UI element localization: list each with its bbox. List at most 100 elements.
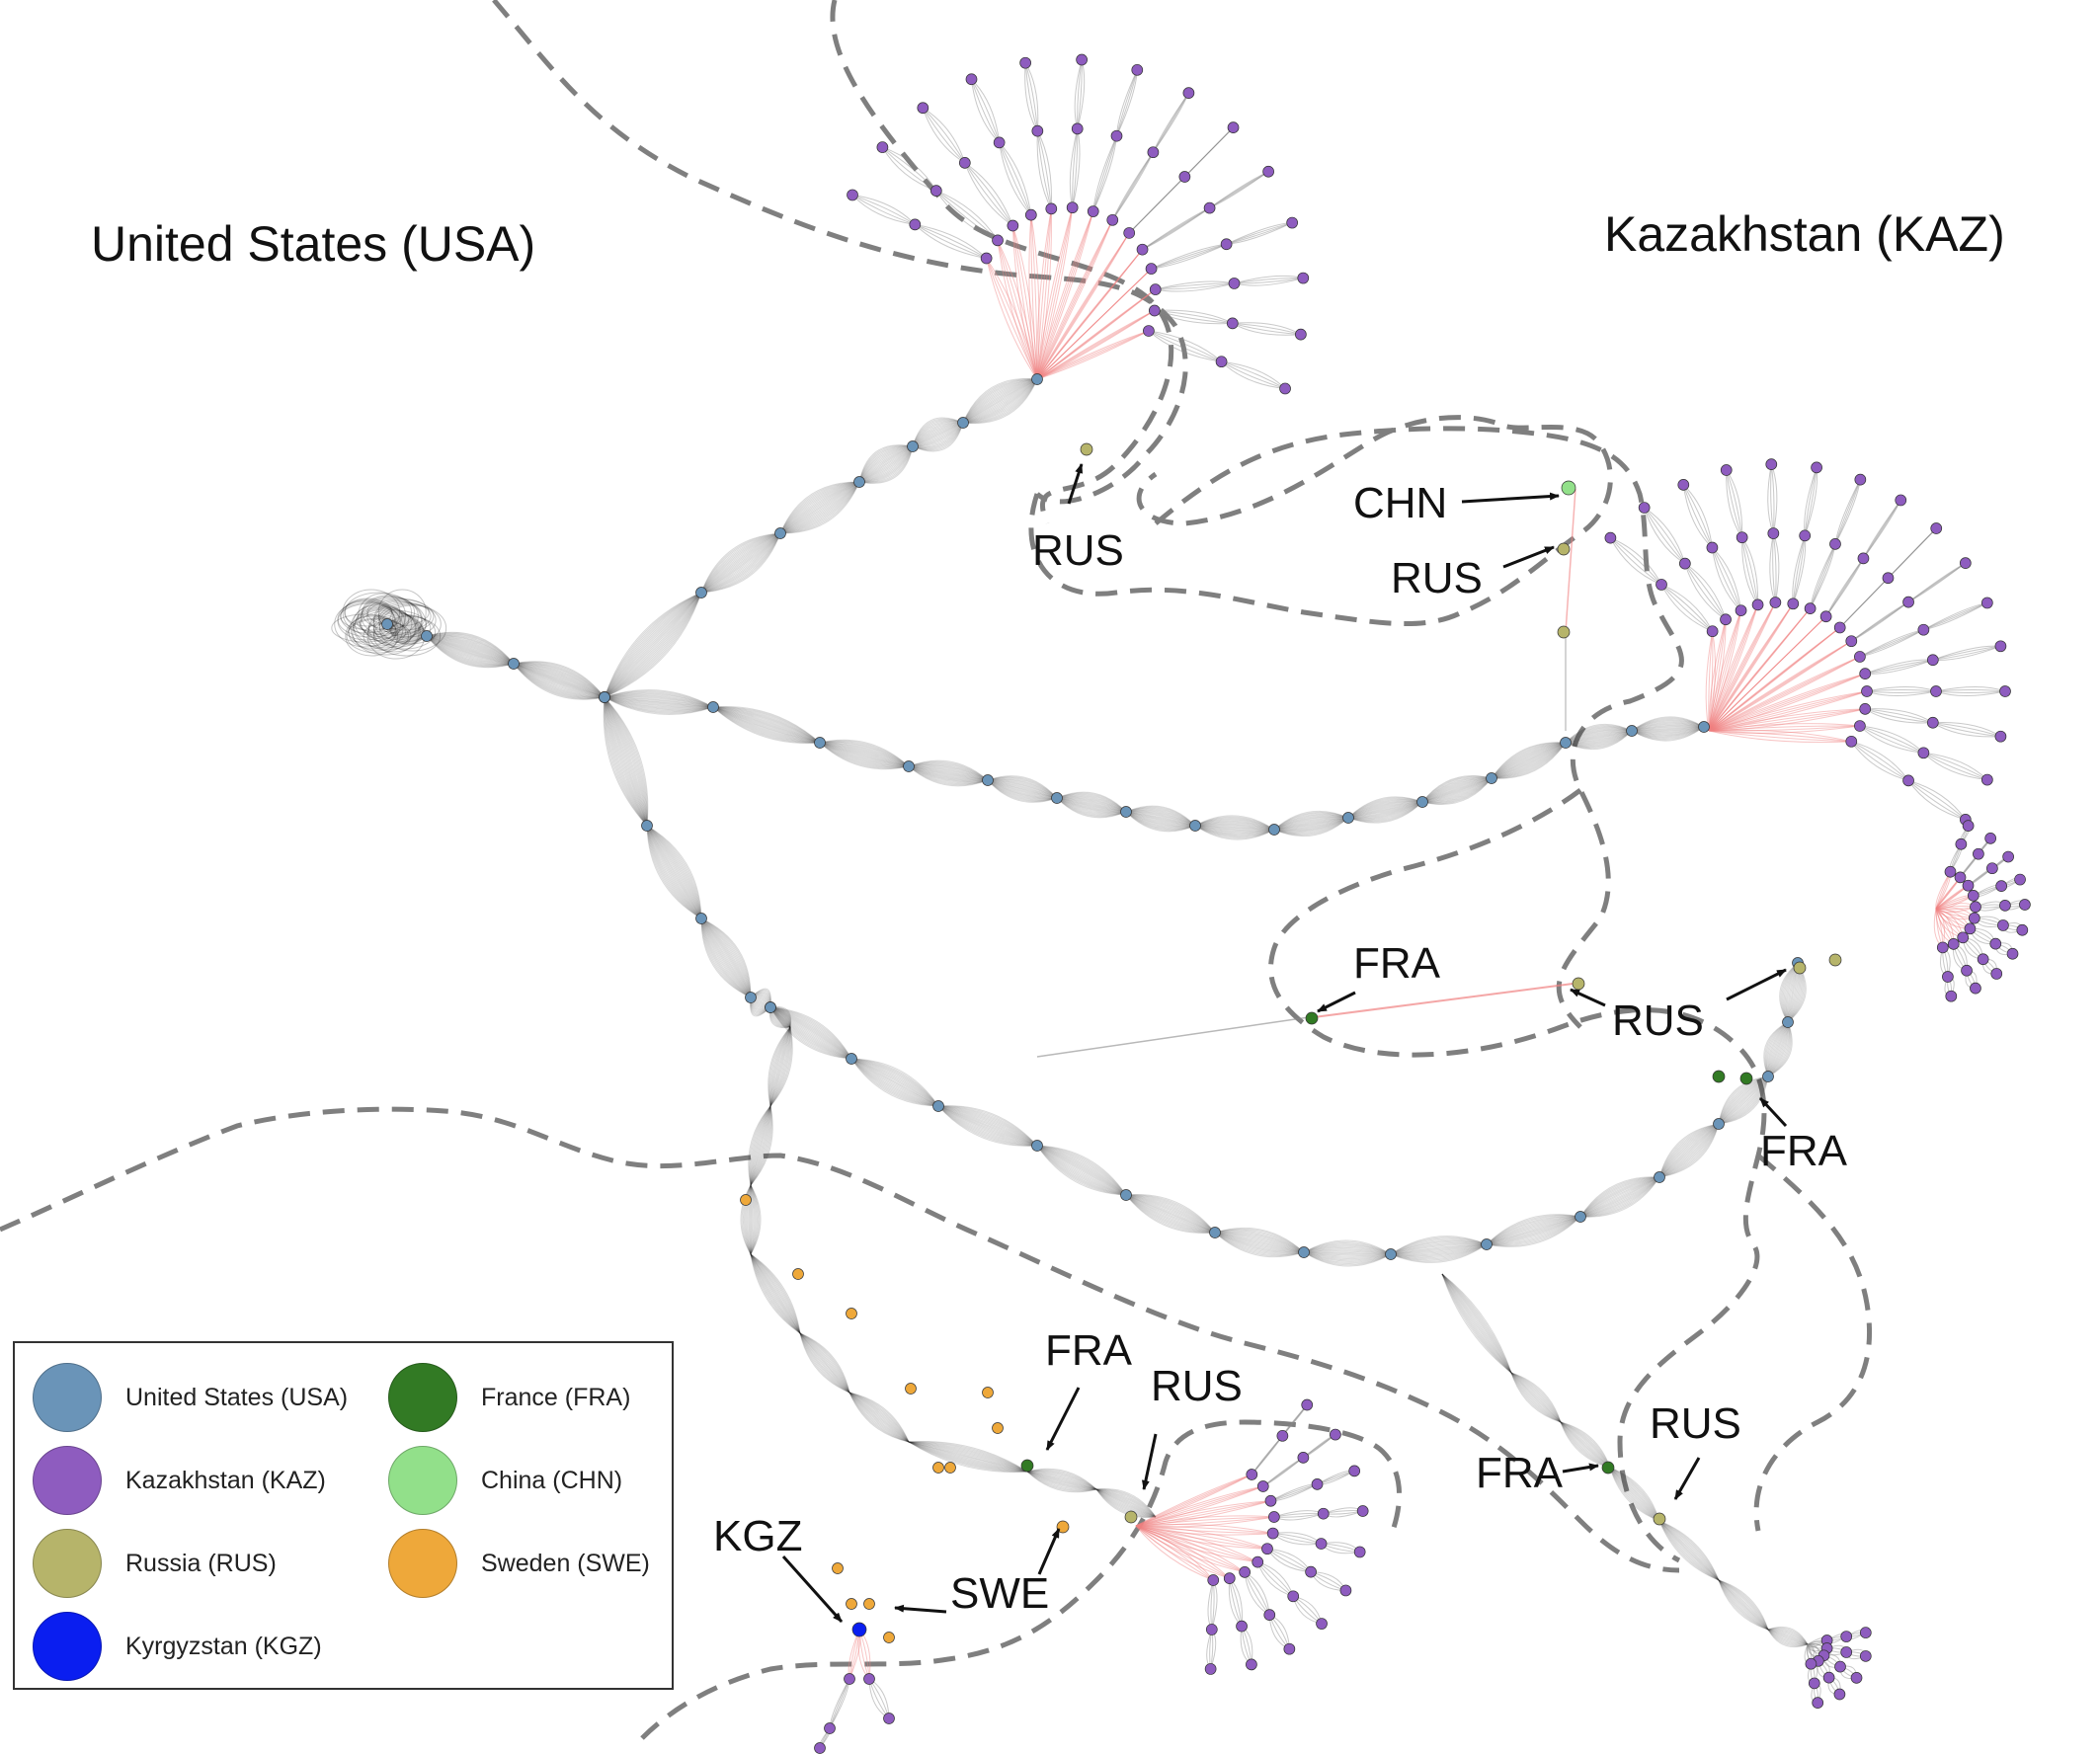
- usa-node: [1626, 725, 1638, 737]
- usa-arc-lower: [850, 1058, 939, 1107]
- legend-label-usa: United States (USA): [125, 1383, 349, 1411]
- sweden-branch: [740, 1184, 762, 1255]
- annotation-rus-bl: RUS: [1151, 1362, 1243, 1410]
- kaz-node: [1305, 1565, 1317, 1578]
- kaz-node: [1178, 171, 1191, 183]
- kaz-node: [1246, 1469, 1258, 1480]
- kaz-node: [1604, 531, 1617, 544]
- kaz-node: [1882, 572, 1895, 585]
- swe-node: [846, 1598, 857, 1610]
- kaz-node: [1071, 122, 1084, 135]
- kaz-node: [1977, 953, 1989, 966]
- kaz-node: [1850, 1672, 1863, 1684]
- kaz-node: [1819, 610, 1832, 623]
- kaz-node: [1123, 227, 1136, 239]
- kaz-node: [1930, 522, 1943, 534]
- kaz-node: [1136, 243, 1149, 256]
- kaz-node: [1829, 538, 1841, 550]
- kaz-node: [1220, 238, 1233, 251]
- annotation-swe: SWE: [950, 1569, 1049, 1618]
- graph-nodes: [381, 53, 2031, 1754]
- kaz-node: [1995, 880, 2007, 892]
- usa-arc-lower: [1718, 1076, 1769, 1125]
- kaz-node: [1859, 668, 1872, 679]
- usa-node: [1575, 1211, 1586, 1223]
- usa-node: [765, 1001, 776, 1013]
- usa-node: [1120, 806, 1132, 818]
- kaz-node: [1926, 716, 1939, 729]
- boundary-kaz-top: [830, 0, 1174, 524]
- kaz-node: [1205, 1624, 1218, 1635]
- kaz-node: [1854, 720, 1866, 732]
- usa-node: [1782, 1016, 1794, 1028]
- kaz-node: [1859, 1650, 1872, 1662]
- kaz-node: [1840, 1631, 1853, 1642]
- kaz-node: [1986, 862, 1998, 875]
- kaz-node: [1984, 833, 1997, 844]
- kaz-node: [1149, 283, 1162, 295]
- kaz-node: [1317, 1507, 1330, 1520]
- kaz-node: [1204, 1663, 1217, 1675]
- annotation-fra-right: FRA: [1760, 1127, 1848, 1175]
- swe-node: [846, 1308, 857, 1319]
- kaz-node: [1638, 502, 1651, 514]
- rus-node: [1828, 953, 1842, 967]
- kaz-node: [1262, 165, 1274, 178]
- annotation-rus-mid: RUS: [1612, 997, 1704, 1045]
- arrow-rus-mid-left: [1570, 988, 1606, 1007]
- usa-branch-upper: [604, 592, 702, 698]
- usa-node: [903, 760, 915, 772]
- kaz-node: [1980, 597, 1993, 609]
- arrow-swe-left: [894, 1604, 947, 1614]
- kaz-node: [1970, 982, 1981, 995]
- kaz-node: [1720, 613, 1732, 626]
- kaz-node: [1031, 124, 1044, 137]
- usa-node: [1120, 1189, 1132, 1201]
- kaz-node: [1266, 1527, 1279, 1540]
- kaz-node: [1279, 382, 1291, 395]
- kaz-node: [1316, 1618, 1328, 1630]
- usa-node: [1762, 1071, 1774, 1082]
- sweden-branch: [848, 1392, 910, 1443]
- kaz-cluster-top: [851, 59, 1304, 389]
- kaz-node: [1845, 635, 1858, 648]
- legend-item-chn: China (CHN): [388, 1446, 622, 1515]
- kaz-node: [1833, 1688, 1846, 1701]
- arrow-fra-br: [1562, 1463, 1599, 1474]
- kaz-node: [1942, 971, 1954, 983]
- usa-arc-lower: [1486, 1214, 1581, 1247]
- rus-node: [1080, 442, 1093, 456]
- legend-label-kaz: Kazakhstan (KAZ): [125, 1466, 326, 1494]
- usa-node: [1342, 812, 1354, 824]
- kaz-node: [1106, 213, 1119, 226]
- legend-swatch-kaz: [33, 1446, 102, 1515]
- fra-node: [1712, 1070, 1726, 1083]
- kaz-node: [1263, 1609, 1276, 1621]
- fra-node: [1601, 1461, 1615, 1475]
- region-title-kaz: Kazakhstan (KAZ): [1604, 206, 2005, 262]
- kaz-node: [929, 185, 942, 197]
- usa-node: [1031, 1140, 1043, 1152]
- kaz-node: [1962, 879, 1975, 892]
- kaz-branch-bottom-right: [1560, 1421, 1611, 1469]
- boundary-chn-loop: [1154, 426, 1684, 1029]
- usa-node: [1385, 1248, 1397, 1260]
- kaz-node: [1997, 919, 2009, 931]
- boundary-usa-top: [492, 0, 1188, 505]
- kaz-node: [863, 1673, 875, 1685]
- usa-branch-lower: [603, 696, 649, 827]
- arrow-rus-top: [1067, 463, 1084, 505]
- usa-chain-horizontal: [908, 759, 989, 787]
- kaz-node: [1019, 56, 1031, 69]
- kaz-node: [993, 136, 1006, 149]
- usa-chain-horizontal: [1056, 791, 1127, 819]
- kaz-node: [1677, 479, 1690, 491]
- arrow-rus-bl: [1141, 1433, 1158, 1490]
- usa-node: [853, 476, 865, 488]
- chn-node: [1561, 480, 1576, 496]
- usa-chain-horizontal: [1125, 805, 1196, 833]
- kaz-node: [1834, 1660, 1846, 1673]
- usa-node: [814, 737, 826, 749]
- kaz-node: [1348, 1465, 1361, 1477]
